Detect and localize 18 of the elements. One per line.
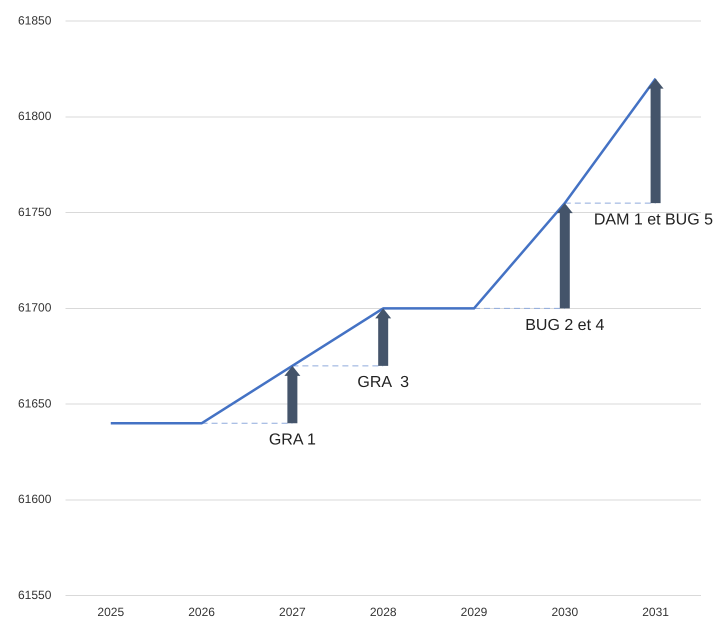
x-tick-label: 2025 [97,605,124,620]
annotation: DAM 1 et BUG 5 [594,212,714,228]
annotation: BUG 2 et 4 [525,316,604,334]
y-tick-label: 61700 [18,300,52,315]
x-tick-label: 2027 [279,605,306,620]
y-tick-label: 61850 [18,14,52,28]
x-tick-label: 2026 [188,605,216,620]
y-tick-label: 61550 [18,588,52,602]
x-tick-label: 2029 [460,605,488,620]
x-tick-label: 2028 [370,605,397,620]
annotation: GRA 3 [357,374,410,392]
x-tick-label: 2030 [551,605,578,620]
y-tick-label: 61750 [18,204,52,219]
y-tick-label: 61650 [18,396,52,410]
y-tick-label: 61800 [18,109,52,124]
x-tick-label: 2031 [642,605,670,620]
annotation: GRA 1 [268,432,316,449]
y-tick-label: 61600 [18,492,52,506]
